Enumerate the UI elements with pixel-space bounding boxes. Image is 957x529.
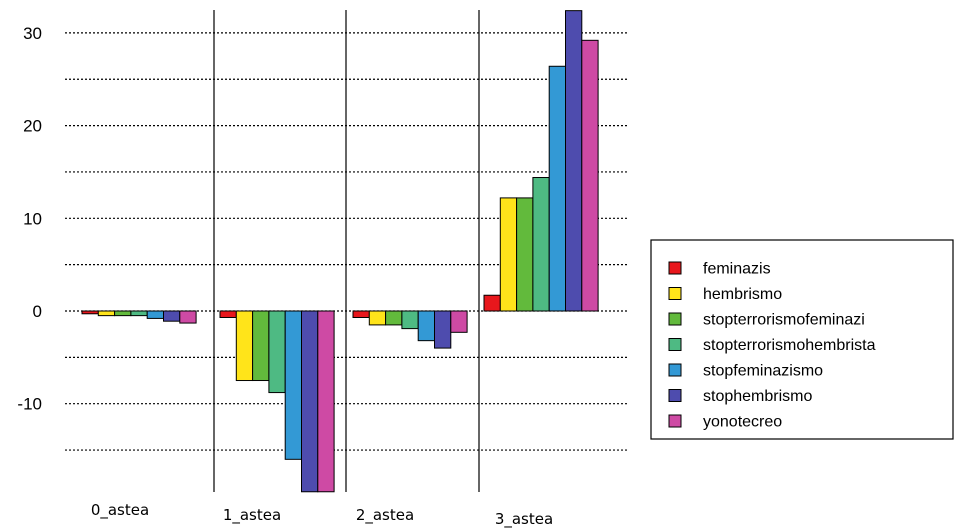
bar <box>81 310 99 315</box>
bar <box>401 310 419 330</box>
category-label: 1_astea <box>223 506 281 525</box>
y-tick-label: 0 <box>33 302 42 321</box>
bar <box>219 310 237 318</box>
legend-swatch <box>668 287 682 300</box>
bar <box>548 65 567 312</box>
bar <box>317 310 335 493</box>
legend-swatch <box>668 312 682 326</box>
legend-entry-label: stophembrismo <box>703 388 812 405</box>
bar <box>284 310 303 460</box>
group-separators <box>213 10 480 492</box>
bar <box>268 310 286 394</box>
bar <box>417 310 436 342</box>
bar <box>146 310 164 319</box>
y-tick-label: 10 <box>23 209 42 228</box>
bar <box>565 10 583 312</box>
bar <box>499 197 518 312</box>
y-tick-label: 30 <box>23 24 42 43</box>
legend-entry-label: stopterrorismofeminazi <box>703 312 865 329</box>
category-label: 2_astea <box>356 506 414 525</box>
legend-swatch <box>668 389 682 402</box>
x-axis-category-labels: 0_astea 1_astea 2_astea 3_astea <box>91 501 553 529</box>
bar <box>385 310 403 326</box>
bar <box>252 310 270 382</box>
bar <box>163 310 181 322</box>
y-tick-label: 20 <box>23 117 42 136</box>
legend-entry-label: feminazis <box>703 261 771 278</box>
bar <box>368 310 387 326</box>
bar <box>581 39 599 312</box>
bar <box>483 294 501 312</box>
legend-swatch <box>668 363 682 377</box>
category-label: 3_astea <box>495 510 553 529</box>
bar <box>434 310 452 349</box>
bar <box>114 310 132 317</box>
legend: feminazis hembrismo stopterrorismofeminazi… <box>650 239 954 440</box>
legend-entry-label: hembrismo <box>703 286 782 303</box>
legend-swatch <box>668 261 682 275</box>
legend-entry-label: stopterrorismohembrista <box>703 337 876 354</box>
bar <box>179 310 197 324</box>
bar <box>516 197 534 312</box>
bar <box>450 310 468 333</box>
legend-box <box>650 239 954 440</box>
bar <box>352 310 370 318</box>
category-label: 0_astea <box>91 501 149 520</box>
y-tick-label: -10 <box>17 395 42 414</box>
bar <box>532 177 550 312</box>
legend-swatch <box>668 414 682 428</box>
bar <box>97 310 116 317</box>
bar <box>301 310 319 493</box>
bar <box>235 310 254 382</box>
legend-swatch <box>668 338 682 351</box>
legend-entry-label: yonotecreo <box>703 414 782 431</box>
legend-entry-label: stopfeminazismo <box>703 363 823 380</box>
bars <box>81 10 599 493</box>
y-axis-tick-labels: 30 20 10 0 -10 <box>17 24 42 414</box>
bar <box>130 310 148 317</box>
